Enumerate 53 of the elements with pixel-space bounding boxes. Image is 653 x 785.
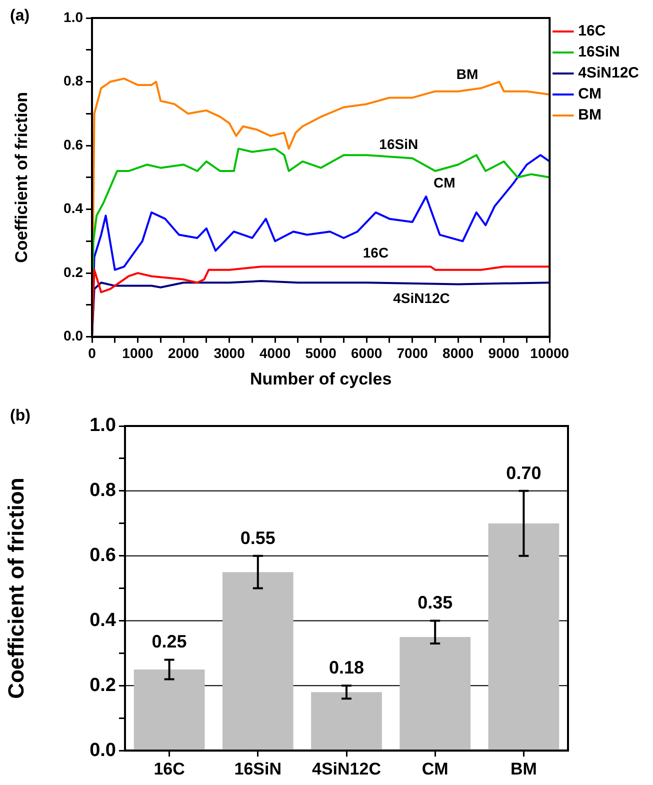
x-tick-label: 4SiN12C [312, 759, 381, 778]
x-tick-label: 2000 [168, 345, 200, 362]
legend-label: 16SiN [578, 44, 620, 61]
y-tick-label: 0.8 [90, 480, 116, 502]
text: 4SiN12C [393, 290, 450, 306]
bar [400, 636, 471, 750]
legend-label: CM [578, 86, 602, 103]
y-tick-label: 1.0 [90, 415, 116, 436]
legend-label: BM [578, 106, 602, 124]
data-label: 0.70 [506, 462, 542, 483]
y-tick-label: 0.0 [90, 740, 116, 761]
y-tick-label: 0.4 [64, 200, 84, 216]
bar [311, 692, 382, 750]
x-tick-label: 16C [154, 759, 185, 778]
text: 16C [362, 244, 389, 261]
y-tick-label: 0.0 [64, 328, 84, 344]
y-tick-label: 0.6 [90, 545, 116, 566]
x-tick-label: 3000 [214, 345, 246, 362]
text: (a) [10, 7, 30, 24]
text: BM [456, 66, 478, 82]
x-axis-title: Number of cycles [250, 369, 392, 388]
data-label: 0.35 [418, 592, 453, 613]
y-tick-label: 0.4 [90, 610, 116, 631]
y-tick-label: 0.8 [64, 72, 84, 89]
bar [222, 572, 294, 750]
x-tick-label: 9000 [488, 345, 520, 362]
text: 16SiN [379, 136, 418, 152]
data-label: 0.18 [328, 658, 364, 678]
text: CM [433, 174, 456, 190]
x-tick-label: 0 [88, 345, 96, 362]
x-tick-label: CM [422, 759, 448, 778]
bar [134, 669, 205, 750]
x-tick-label: 7000 [396, 345, 428, 362]
y-tick-label: 0.2 [90, 674, 116, 696]
x-tick-label: 10000 [530, 345, 570, 362]
legend-label: 4SiN12C [578, 64, 640, 82]
y-tick-label: 0.2 [64, 264, 84, 280]
x-tick-label: BM [510, 759, 537, 778]
data-label: 0.55 [240, 528, 276, 548]
x-tick-label: 8000 [442, 345, 474, 362]
legend-label: 16C [578, 22, 606, 40]
y-axis-title: Coefficient of friction [3, 478, 28, 699]
x-tick-label: 5000 [305, 345, 337, 362]
x-tick-label: 1000 [122, 345, 154, 362]
data-label: 0.25 [152, 632, 187, 652]
x-tick-label: 4000 [259, 345, 291, 362]
x-tick-label: 6000 [351, 345, 382, 362]
y-tick-label: 1.0 [64, 8, 84, 25]
bar [488, 523, 560, 750]
y-axis-title: Coefficient of friction [12, 92, 31, 263]
text: (b) [10, 407, 30, 424]
y-tick-label: 0.6 [64, 136, 84, 152]
x-tick-label: 16SiN [234, 759, 282, 778]
